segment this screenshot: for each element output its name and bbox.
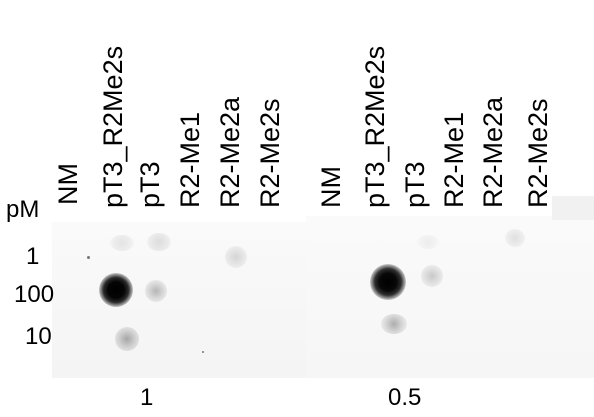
lane-label-right-r2-me1: R2-Me1 — [439, 111, 469, 208]
dot-left-pt3-100pm — [145, 280, 167, 302]
row-label-10: 10 — [25, 323, 52, 350]
lane-label-right-pt3-r2me2s: pT3_R2Me2s — [360, 45, 390, 208]
speck-left-bottom — [202, 351, 204, 353]
dot-right-pt3-1pm — [417, 235, 439, 249]
dilution-label-right: 0.5 — [388, 384, 422, 411]
dot-left-pt3-1pm — [147, 233, 171, 251]
dot-left-r2-me2a-1pm — [225, 246, 247, 268]
dot-left-pt3-r2me2s-1pm — [110, 235, 134, 251]
dot-right-pt3-100pm — [421, 265, 443, 287]
row-label-1: 1 — [26, 243, 40, 270]
lane-label-right-r2-me2s: R2-Me2s — [523, 98, 553, 208]
lane-label-left-nm: NM — [53, 163, 83, 205]
dot-right-pt3-r2me2s-100pm — [370, 264, 406, 300]
unit-label: pM — [6, 196, 40, 223]
lane-label-right-nm: NM — [316, 166, 346, 208]
lane-label-left-r2-me1: R2-Me1 — [175, 111, 205, 208]
membrane-left — [52, 222, 314, 378]
membrane-right-corner — [552, 196, 594, 220]
lane-label-right-pt3: pT3 — [400, 161, 430, 208]
lane-label-left-pt3: pT3 — [135, 161, 165, 208]
dot-left-pt3-r2me2s-100pm — [99, 273, 133, 307]
lane-label-left-r2-me2a: R2-Me2a — [215, 96, 245, 208]
speck-left-top — [87, 256, 90, 259]
lane-label-left-r2-me2s: R2-Me2s — [255, 98, 285, 208]
dot-right-r2-me2a-1pm — [505, 229, 525, 247]
dot-right-pt3-r2me2s-10pm — [381, 314, 407, 334]
lane-label-right-r2-me2a: R2-Me2a — [478, 96, 508, 208]
dot-left-pt3-r2me2s-10pm — [115, 327, 139, 351]
lane-label-left-pt3-r2me2s: pT3_R2Me2s — [98, 45, 128, 208]
row-label-100: 100 — [14, 281, 55, 308]
membrane-right — [306, 216, 594, 378]
dilution-label-left: 1 — [140, 384, 154, 411]
